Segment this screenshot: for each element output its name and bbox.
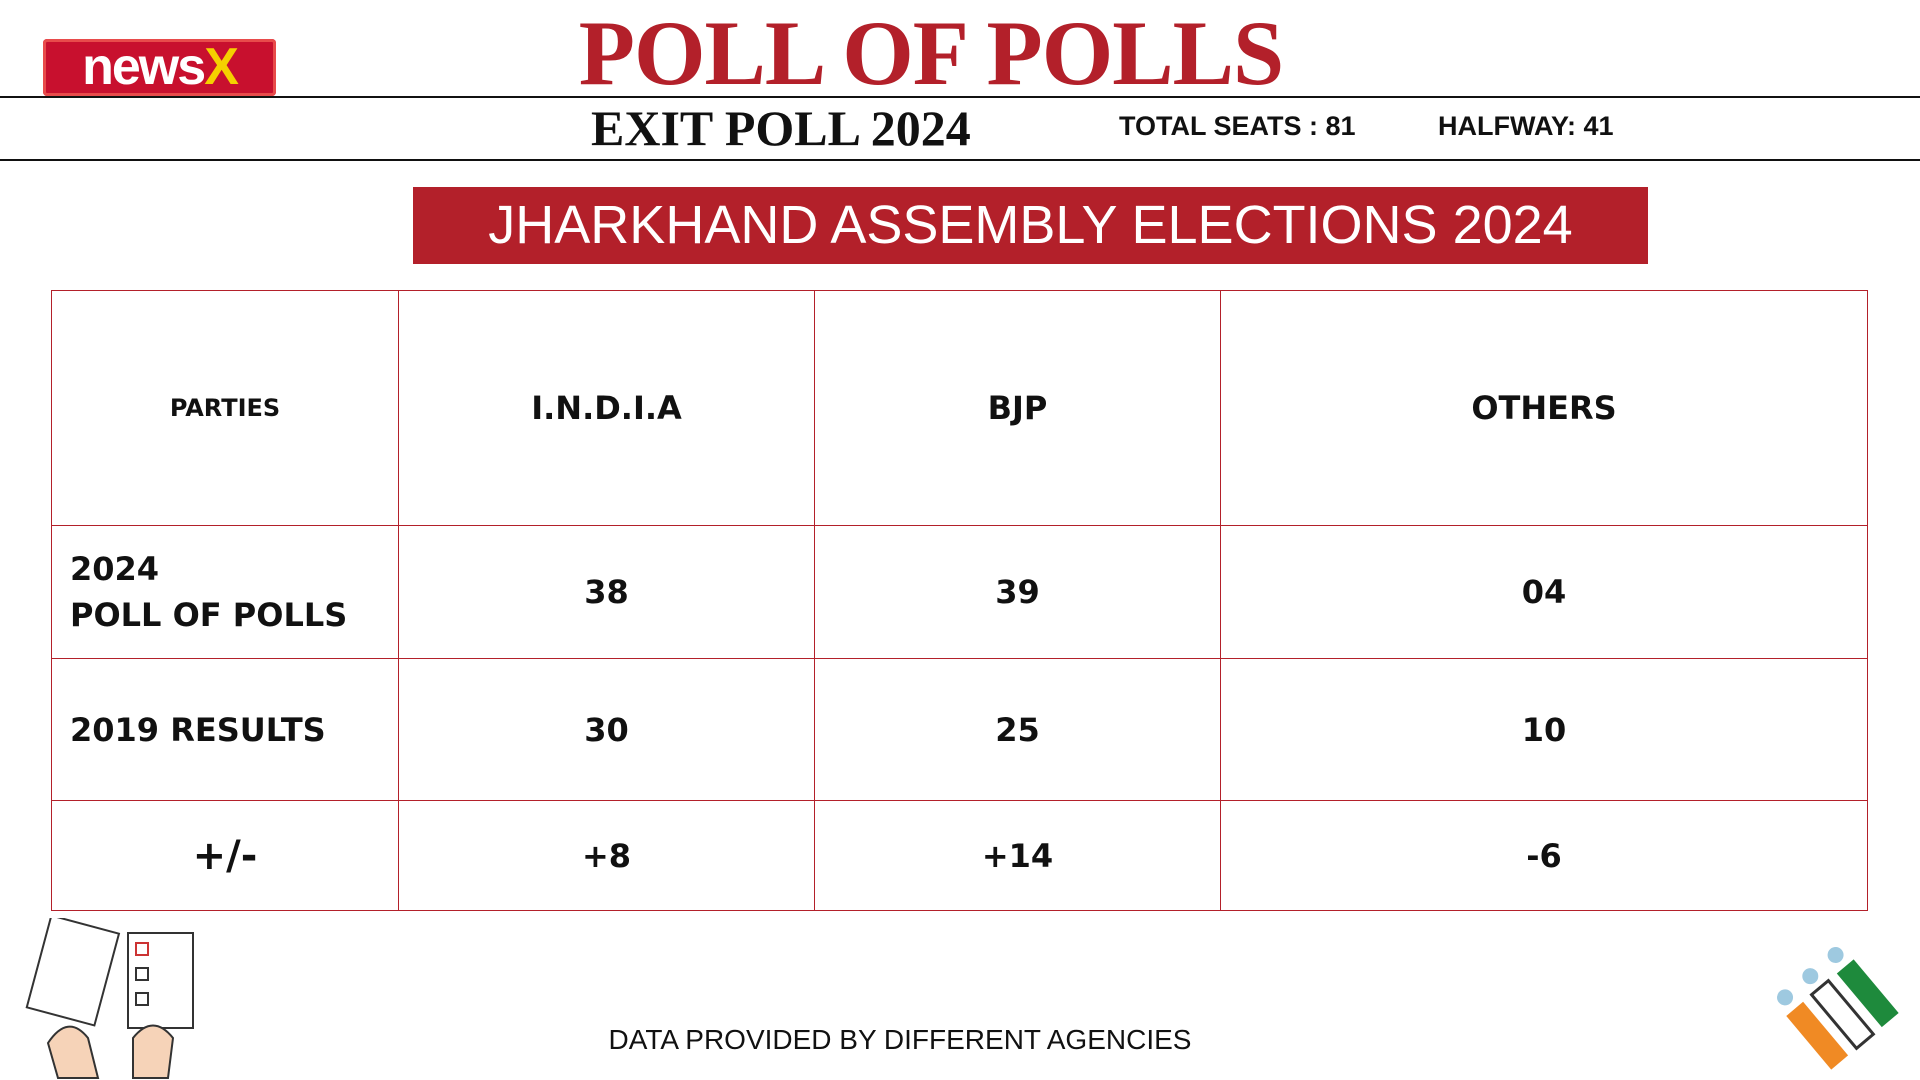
value-cell: 38 bbox=[398, 525, 815, 659]
subtitle: EXIT POLL 2024 bbox=[591, 100, 971, 156]
title: POLL OF POLLS bbox=[578, 2, 1284, 104]
row-label-line: 2024 bbox=[70, 550, 160, 588]
eci-logo bbox=[1777, 946, 1899, 1070]
logo-text: news bbox=[82, 38, 206, 96]
footer: DATA PROVIDED BY DIFFERENT AGENCIES bbox=[608, 1024, 1192, 1055]
halfway: HALFWAY: 41 bbox=[1438, 111, 1614, 141]
value-text: 39 bbox=[995, 573, 1040, 611]
row-label-line: POLL OF POLLS bbox=[70, 596, 348, 634]
rule bbox=[0, 159, 1920, 161]
value-cell: 39 bbox=[814, 525, 1221, 659]
header-cell: OTHERS bbox=[1220, 290, 1868, 526]
value-text: 04 bbox=[1521, 573, 1567, 611]
value-cell: 25 bbox=[814, 658, 1221, 801]
value-text: 38 bbox=[584, 573, 629, 611]
value-text: -6 bbox=[1526, 836, 1562, 875]
value-cell: 10 bbox=[1220, 658, 1868, 801]
value-cell: +14 bbox=[814, 800, 1221, 911]
value-text: +14 bbox=[981, 836, 1054, 875]
total-seats: TOTAL SEATS : 81 bbox=[1119, 111, 1356, 141]
header-cell: BJP bbox=[814, 290, 1221, 526]
row-label: 2019 RESULTS bbox=[51, 658, 399, 801]
value-text: +8 bbox=[581, 836, 632, 875]
rule bbox=[0, 96, 1920, 98]
row-label: 2024 POLL OF POLLS bbox=[51, 525, 399, 659]
value-text: 25 bbox=[995, 710, 1040, 749]
logo: newsX bbox=[43, 39, 276, 96]
value-text: 30 bbox=[584, 710, 629, 749]
header-text: PARTIES bbox=[169, 394, 281, 422]
header-cell: PARTIES bbox=[51, 290, 399, 526]
ballot-icon bbox=[25, 918, 194, 1079]
header-text: BJP bbox=[987, 389, 1048, 427]
header-text: I.N.D.I.A bbox=[531, 389, 682, 427]
banner: JHARKHAND ASSEMBLY ELECTIONS 2024 bbox=[413, 187, 1648, 264]
header-text: OTHERS bbox=[1471, 389, 1617, 427]
row-label-line: 2019 RESULTS bbox=[70, 710, 326, 749]
logo-accent: X bbox=[204, 38, 239, 96]
value-text: 10 bbox=[1521, 710, 1567, 749]
header-cell: I.N.D.I.A bbox=[398, 290, 815, 526]
value-cell: +8 bbox=[398, 800, 815, 911]
row-label: +/- bbox=[51, 800, 399, 911]
value-cell: -6 bbox=[1220, 800, 1868, 911]
value-cell: 04 bbox=[1220, 525, 1868, 659]
row-label-line: +/- bbox=[192, 832, 258, 879]
value-cell: 30 bbox=[398, 658, 815, 801]
